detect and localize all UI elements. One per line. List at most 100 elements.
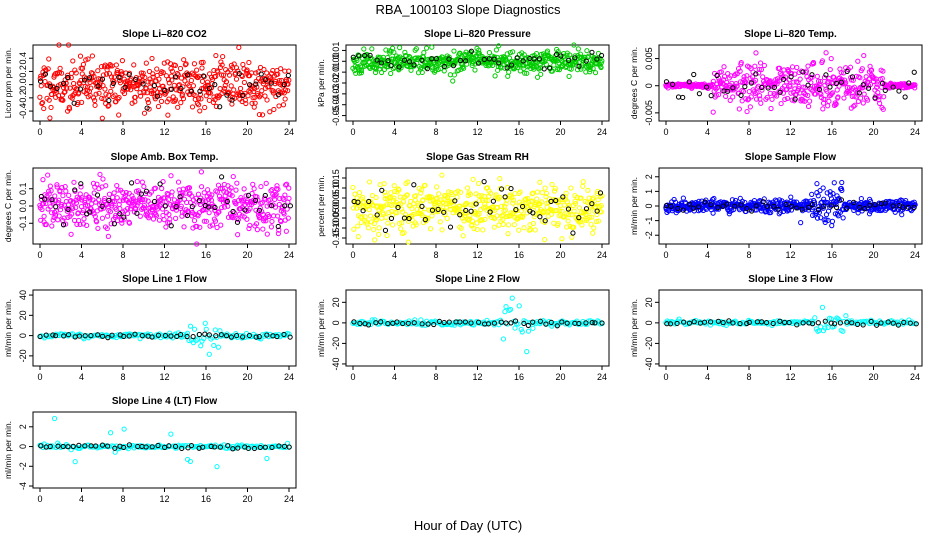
data-point [566,212,572,218]
data-point [121,216,127,222]
data-point [90,71,96,77]
data-point [771,203,777,209]
data-point [668,203,674,209]
data-point [506,69,512,75]
data-point [817,78,824,85]
data-point [671,196,677,203]
panel-title: Slope Gas Stream RH [426,152,529,163]
data-point [197,88,203,94]
y-tick-label: -0.15 [331,228,341,249]
data-point [57,207,64,213]
y-tick-label: 0.4 [18,52,28,65]
data-point [502,207,508,213]
data-point [598,64,604,71]
data-point [559,236,565,242]
x-tick-label: 0 [350,250,355,260]
data-point [72,67,78,73]
data-point [463,58,469,64]
data-point [105,103,111,109]
data-point [406,53,412,60]
data-point [805,63,811,69]
data-point [594,56,600,62]
data-point [578,195,584,201]
data-point [218,72,225,78]
data-point [111,221,117,227]
data-point [861,52,867,59]
data-point [858,95,864,101]
data-point [514,55,520,61]
data-point [838,79,844,85]
data-point [114,195,120,201]
x-tick-label: 12 [472,250,482,260]
data-point [423,45,430,51]
data-point [46,81,53,87]
data-point [492,73,498,79]
data-point [129,180,135,186]
data-point [134,178,140,185]
data-point [154,66,160,72]
data-point [401,215,408,221]
data-point [530,210,536,216]
data-point [401,230,407,236]
data-point [454,194,460,200]
data-point [358,70,364,76]
data-point [496,194,503,200]
data-point [286,77,292,83]
data-point [52,193,58,199]
data-point [812,91,819,97]
data-point [561,53,567,59]
data-point [117,198,123,204]
data-point [383,214,389,220]
y-tick-label: -2 [644,231,654,239]
data-point [590,65,596,72]
data-point [213,103,219,109]
data-point [231,61,237,67]
data-point [262,192,268,199]
data-point [243,193,249,199]
data-points [663,304,919,334]
x-tick-label: 20 [242,250,252,260]
data-point [490,198,496,204]
data-point [474,226,480,233]
data-point [896,88,902,94]
data-point [429,194,435,200]
data-point [788,74,794,80]
data-point [88,85,94,91]
data-point [56,197,62,203]
data-point [111,74,117,80]
data-point [833,201,839,208]
data-point [471,225,477,232]
data-point [281,90,287,96]
data-point [839,80,845,86]
data-point [264,231,270,237]
data-point [821,196,827,202]
data-point [269,187,275,193]
data-point [823,50,829,56]
y-tick-label: 0.005 [644,47,654,70]
data-point [547,65,553,71]
data-point [260,81,266,87]
data-point [273,191,279,197]
data-point [585,53,592,59]
data-point [865,97,871,103]
data-point [829,218,836,224]
data-point [714,72,720,79]
x-tick-label: 4 [392,250,397,260]
data-point [798,220,804,226]
data-point [396,64,402,70]
data-point [119,58,126,64]
data-point [206,351,212,357]
y-axis-label: ml/min per min. [629,299,639,357]
data-point [805,82,811,88]
x-tick-label: 20 [868,372,878,382]
data-point [188,77,194,84]
data-point [744,73,750,79]
data-point [374,57,380,63]
data-point [590,195,596,201]
y-tick-label: -0.05 [331,105,341,126]
data-point [38,193,44,200]
data-point [780,74,786,80]
data-point [65,74,71,81]
data-point [575,46,581,52]
